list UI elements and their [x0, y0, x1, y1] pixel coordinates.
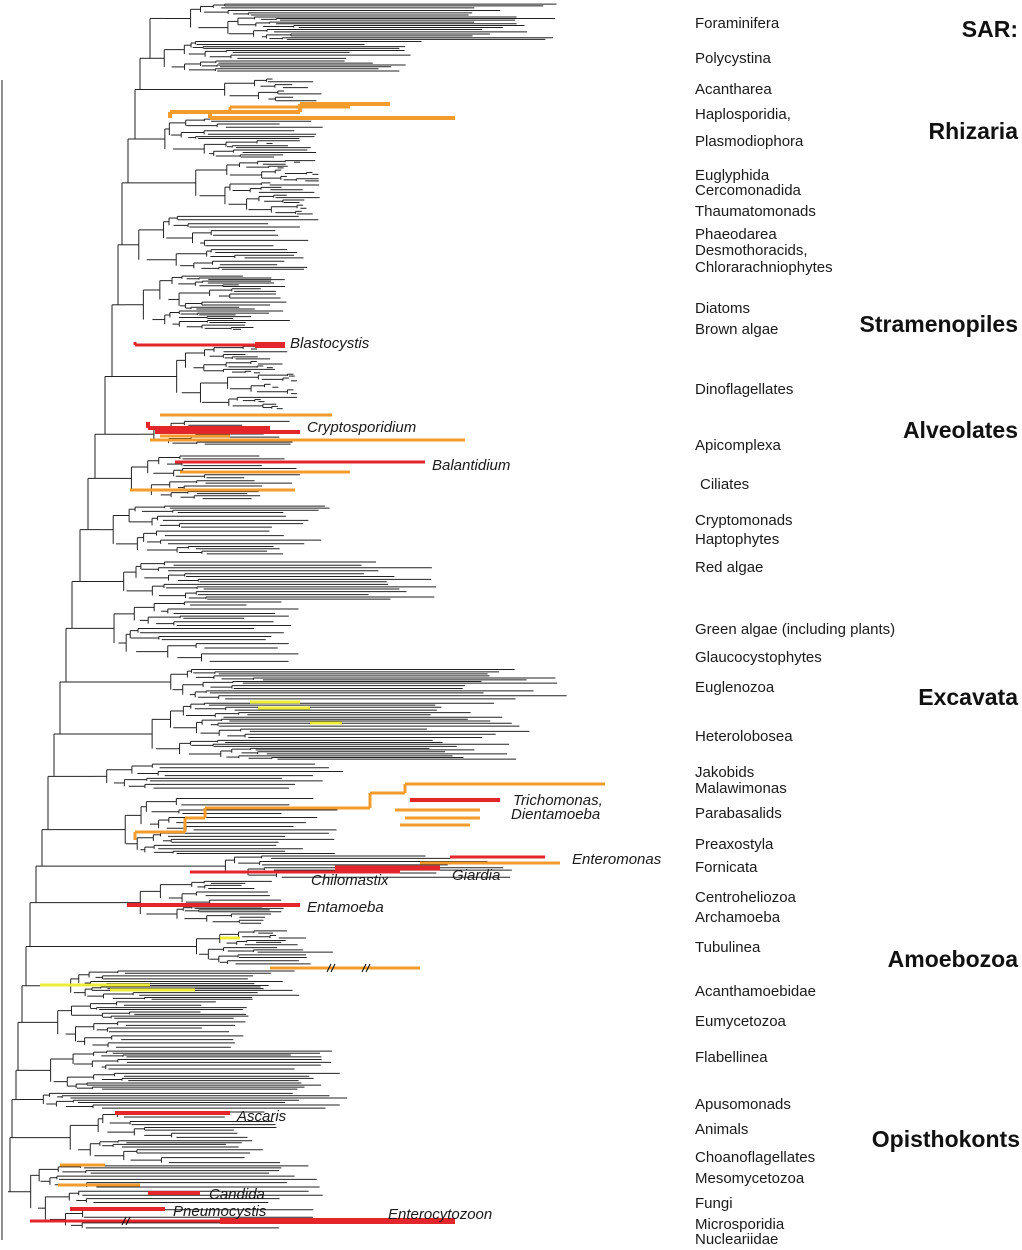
clade-label: Parabasalids [695, 805, 782, 822]
break-mark [326, 963, 332, 973]
clade-label: Choanoflagellates [695, 1149, 815, 1166]
taxon-label: Enterocytozoon [388, 1206, 492, 1223]
clade-label: Ciliates [700, 476, 749, 493]
clade-label: Haplosporidia, [695, 106, 791, 123]
clade-label: Fungi [695, 1195, 733, 1212]
taxon-label: Chilomastix [311, 872, 389, 889]
break-mark [330, 963, 336, 973]
supergroup-opisthokonts: Opisthokonts [872, 1126, 1020, 1152]
supergroup-amoebozoa: Amoebozoa [888, 946, 1019, 972]
clade-label: Diatoms [695, 300, 750, 317]
clade-label: Archamoeba [695, 909, 781, 926]
supergroup-stramenopiles: Stramenopiles [860, 311, 1019, 337]
clade-label: Foraminifera [695, 15, 780, 32]
clade-label: Red algae [695, 559, 763, 576]
clade-label: Phaeodarea [695, 226, 777, 243]
supergroup-excavata: Excavata [918, 684, 1018, 710]
taxon-label: Dientamoeba [511, 806, 600, 823]
supergroup-sar: SAR: [962, 16, 1018, 42]
clade-label: Plasmodiophora [695, 133, 804, 150]
taxon-label: Enteromonas [572, 851, 662, 868]
break-mark [121, 1216, 127, 1226]
clade-label: Flabellinea [695, 1049, 768, 1066]
clade-label: Nucleariidae [695, 1231, 778, 1248]
clade-label: Polycystina [695, 50, 772, 67]
taxon-label: Entamoeba [307, 899, 384, 916]
clade-label: Dinoflagellates [695, 381, 793, 398]
clade-label: Preaxostyla [695, 836, 774, 853]
tree-branches [1, 3, 567, 1240]
clade-label: Chlorarachniophytes [695, 259, 833, 276]
clade-label: Euglenozoa [695, 679, 775, 696]
clade-label: Brown algae [695, 321, 778, 338]
clade-label: Desmothoracids, [695, 242, 808, 259]
clade-label: Malawimonas [695, 780, 787, 797]
clade-label: Cercomonadida [695, 182, 802, 199]
taxon-label: Balantidium [432, 457, 510, 474]
supergroup-alveolates: Alveolates [903, 417, 1018, 443]
clade-label: Tubulinea [695, 939, 761, 956]
clade-label: Green algae (including plants) [695, 621, 895, 638]
clade-label: Apusomonads [695, 1096, 791, 1113]
taxon-label: Cryptosporidium [307, 419, 416, 436]
clade-label: Jakobids [695, 764, 754, 781]
break-mark [361, 963, 367, 973]
clade-label: Acantharea [695, 81, 772, 98]
clade-label: Acanthamoebidae [695, 983, 816, 1000]
clade-label: Eumycetozoa [695, 1013, 787, 1030]
clade-label: Centroheliozoa [695, 889, 797, 906]
pathogen-highlights [30, 102, 605, 1226]
taxon-label: Giardia [452, 867, 500, 884]
break-mark [365, 963, 371, 973]
clade-label: Animals [695, 1121, 748, 1138]
clade-label: Apicomplexa [695, 437, 782, 454]
clade-label: Euglyphida [695, 167, 770, 184]
clade-label: Thaumatomonads [695, 203, 816, 220]
taxon-label: Ascaris [236, 1108, 287, 1125]
taxon-label: Trichomonas, [513, 792, 603, 809]
taxon-label: Candida [209, 1186, 265, 1203]
clade-label: Mesomycetozoa [695, 1170, 805, 1187]
taxon-label: Blastocystis [290, 335, 370, 352]
clade-label: Cryptomonads [695, 512, 793, 529]
supergroup-rhizaria: Rhizaria [929, 118, 1019, 144]
break-mark [125, 1216, 131, 1226]
clade-label: Glaucocystophytes [695, 649, 822, 666]
clade-label: Fornicata [695, 859, 758, 876]
clade-label: Haptophytes [695, 531, 779, 548]
clade-label: Microsporidia [695, 1216, 785, 1233]
clade-label: Heterolobosea [695, 728, 793, 745]
taxon-label: Pneumocystis [173, 1203, 267, 1220]
